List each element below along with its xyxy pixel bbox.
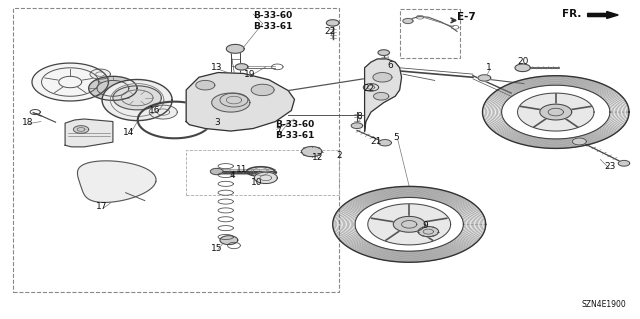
- Polygon shape: [403, 19, 413, 24]
- Text: B-33-60: B-33-60: [253, 11, 292, 20]
- Polygon shape: [251, 84, 274, 96]
- Text: 19: 19: [244, 70, 255, 78]
- Polygon shape: [102, 79, 172, 121]
- Polygon shape: [478, 75, 491, 81]
- Text: 10: 10: [250, 178, 262, 187]
- Text: 11: 11: [236, 165, 248, 174]
- Text: 22: 22: [324, 27, 335, 36]
- Text: 22: 22: [364, 84, 374, 93]
- Polygon shape: [227, 44, 244, 53]
- Polygon shape: [351, 123, 363, 129]
- Text: 3: 3: [214, 118, 220, 127]
- Bar: [399, 9, 460, 58]
- Polygon shape: [394, 216, 425, 232]
- Text: 12: 12: [312, 153, 324, 162]
- Text: 20: 20: [517, 57, 529, 66]
- Text: 23: 23: [604, 162, 616, 171]
- Text: 2: 2: [336, 151, 342, 160]
- Polygon shape: [365, 59, 401, 131]
- Polygon shape: [515, 64, 531, 71]
- Polygon shape: [196, 80, 215, 90]
- Text: 5: 5: [394, 133, 399, 143]
- Polygon shape: [89, 76, 137, 100]
- Polygon shape: [113, 86, 161, 110]
- Text: 21: 21: [371, 137, 382, 146]
- Polygon shape: [149, 105, 177, 119]
- Polygon shape: [540, 104, 572, 120]
- Polygon shape: [301, 146, 322, 157]
- Text: 14: 14: [123, 128, 134, 137]
- Text: B-33-61: B-33-61: [253, 22, 292, 31]
- Polygon shape: [220, 93, 248, 107]
- Text: 8: 8: [356, 112, 362, 121]
- Text: SZN4E1900: SZN4E1900: [581, 300, 626, 309]
- Text: 7: 7: [276, 128, 282, 137]
- Polygon shape: [572, 138, 586, 145]
- Text: 1: 1: [486, 63, 492, 72]
- Text: 9: 9: [422, 221, 428, 230]
- Text: E-7: E-7: [457, 12, 476, 22]
- Polygon shape: [186, 72, 294, 131]
- Text: 17: 17: [96, 203, 108, 211]
- Bar: [186, 150, 339, 195]
- Polygon shape: [518, 93, 594, 131]
- Polygon shape: [368, 204, 451, 245]
- Polygon shape: [74, 126, 89, 133]
- Polygon shape: [77, 161, 156, 203]
- Text: 15: 15: [211, 243, 223, 253]
- Polygon shape: [588, 11, 618, 19]
- Polygon shape: [212, 93, 250, 112]
- Text: 4: 4: [229, 171, 235, 181]
- Polygon shape: [374, 93, 389, 100]
- Polygon shape: [254, 172, 277, 183]
- Polygon shape: [32, 63, 108, 101]
- Polygon shape: [364, 84, 379, 91]
- Polygon shape: [90, 69, 110, 79]
- Polygon shape: [379, 140, 392, 146]
- Text: B-33-61: B-33-61: [275, 131, 315, 140]
- Text: B-33-60: B-33-60: [275, 120, 315, 129]
- Text: 16: 16: [148, 106, 160, 115]
- Polygon shape: [326, 20, 339, 26]
- Polygon shape: [236, 64, 248, 70]
- Polygon shape: [211, 168, 223, 175]
- Polygon shape: [227, 102, 244, 110]
- Polygon shape: [65, 119, 113, 147]
- Polygon shape: [378, 50, 390, 56]
- Polygon shape: [220, 236, 238, 245]
- Polygon shape: [373, 72, 392, 82]
- Text: 18: 18: [22, 118, 34, 127]
- Bar: [13, 8, 339, 292]
- Text: FR.: FR.: [562, 9, 582, 19]
- Polygon shape: [418, 226, 438, 237]
- Text: 6: 6: [387, 61, 393, 70]
- Polygon shape: [618, 160, 630, 166]
- Text: 13: 13: [211, 63, 223, 72]
